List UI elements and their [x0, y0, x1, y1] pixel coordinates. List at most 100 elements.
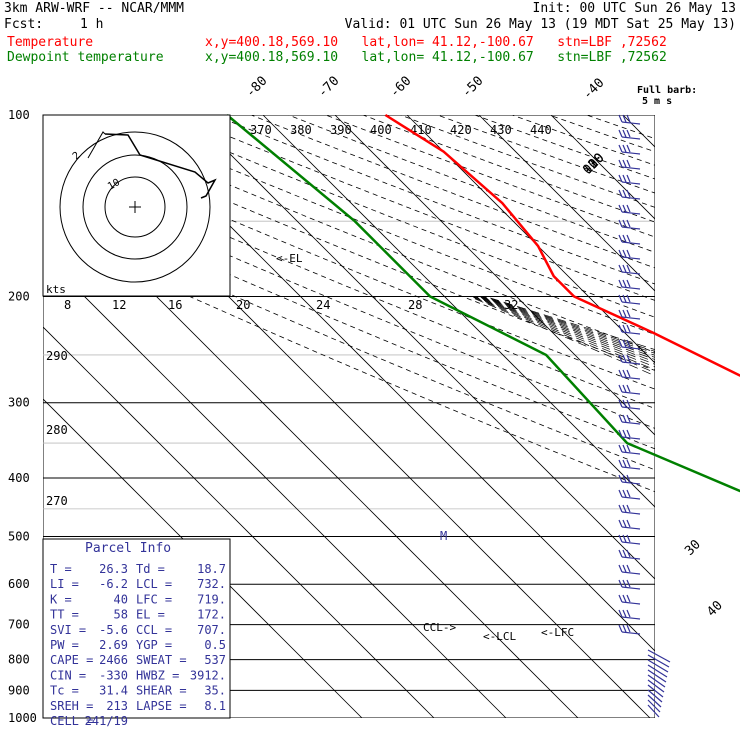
wind-barb-feather — [622, 324, 627, 333]
wind-barb — [621, 496, 641, 500]
parcel-label: CELL = — [50, 714, 93, 728]
wind-barb-feather — [618, 354, 623, 363]
wind-barbs — [618, 114, 671, 718]
wind-barb — [621, 121, 641, 125]
wind-barb-feather — [626, 534, 631, 543]
wind-barb-feather — [618, 489, 623, 498]
parcel-label: Td = — [136, 562, 165, 576]
parcel-value: -6.2 — [99, 577, 128, 591]
moist-adiabat — [483, 296, 655, 352]
wind-barb-feather — [626, 549, 631, 558]
barb-legend-units: 5 m s — [642, 96, 672, 107]
dry-adiabat — [43, 155, 655, 409]
wind-barb-low — [647, 689, 663, 703]
temperature-line — [384, 113, 740, 377]
wind-barb-feather — [626, 294, 631, 303]
parcel-value: 707. — [197, 623, 226, 637]
wind-barb-feather — [622, 384, 627, 393]
wind-barb-low — [647, 659, 669, 673]
wind-barb-feather — [618, 429, 623, 438]
parcel-value: 241/19 — [85, 714, 128, 728]
parcel-value: 719. — [197, 592, 226, 606]
wind-barb-feather — [622, 609, 627, 618]
isotherm-line — [695, 115, 740, 718]
wind-barb-feather — [618, 189, 623, 198]
wind-barb-low — [647, 679, 665, 693]
wind-barb-low — [647, 694, 662, 708]
wind-barb-feather — [626, 309, 631, 318]
dry-adiabat — [288, 115, 655, 253]
parcel-label: Tc = — [50, 684, 79, 698]
theta-label-390: 390 — [330, 123, 352, 137]
wind-barb-feather — [618, 504, 623, 513]
level-marker: <-LFC — [541, 626, 574, 639]
wind-barb-feather — [618, 534, 623, 543]
parcel-label: LCL = — [136, 577, 172, 591]
wind-barb-feather — [626, 474, 631, 483]
parcel-value: 172. — [197, 608, 226, 622]
wind-barb-feather — [622, 459, 627, 468]
wind-barb-feather — [626, 399, 631, 408]
parcel-label: CCL = — [136, 623, 172, 637]
wind-barb-feather — [626, 594, 631, 603]
moist-adiabat — [476, 296, 655, 363]
wind-barb-feather — [626, 489, 631, 498]
parcel-label: TT = — [50, 608, 79, 622]
wind-barb-feather — [622, 174, 627, 183]
hodograph-label: 2 — [71, 150, 83, 162]
wind-barb-low — [647, 699, 661, 713]
parcel-value: 213 — [106, 699, 128, 713]
wind-barb-feather — [618, 459, 623, 468]
theta-label-280: 280 — [46, 423, 68, 437]
wind-barb-feather — [622, 279, 627, 288]
isotherm-label: -50 — [459, 74, 486, 101]
theta-label-400: 400 — [370, 123, 392, 137]
parcel-value: 35. — [204, 684, 226, 698]
parcel-value: 58 — [114, 608, 128, 622]
wind-barb-feather — [622, 624, 627, 633]
wind-barb-feather — [618, 309, 623, 318]
model-title: 3km ARW-WRF -- NCAR/MMM — [4, 1, 185, 16]
wind-barb-feather — [622, 519, 627, 528]
parcel-label: YGP = — [136, 638, 172, 652]
wind-barb-feather — [618, 579, 623, 588]
parcel-label: PW = — [50, 638, 79, 652]
wind-barb — [621, 451, 641, 455]
wind-barb-feather — [618, 519, 623, 528]
wind-barb — [621, 616, 641, 620]
moist-adiabat — [482, 296, 655, 354]
wind-barb-feather — [622, 429, 627, 438]
hodograph-speed-20: 20 — [236, 298, 250, 312]
dry-adiabat — [325, 115, 655, 238]
wind-barb-feather — [618, 249, 623, 258]
wind-barb — [621, 316, 641, 320]
hodograph-speed-32: 32 — [504, 298, 518, 312]
wind-barb — [621, 136, 641, 140]
forecast-label: Fcst: — [4, 17, 44, 32]
pressure-label-200: 200 — [8, 290, 30, 304]
pressure-label-300: 300 — [8, 396, 30, 410]
pressure-label-100: 100 — [8, 108, 30, 122]
wind-barb-feather — [622, 189, 627, 198]
wind-barb-feather — [618, 204, 623, 213]
wind-barb-feather — [626, 204, 631, 213]
temperature-location: x,y=400.18,569.10 lat,lon= 41.12,-100.67… — [205, 35, 667, 50]
wind-barb — [621, 286, 641, 290]
dry-adiabat — [43, 229, 655, 493]
barb-legend-title: Full barb: — [637, 85, 697, 96]
wind-barb-feather — [618, 624, 623, 633]
parcel-value: 2.69 — [99, 638, 128, 652]
isotherm-label: 30 — [682, 537, 704, 559]
wind-barb-feather — [618, 399, 623, 408]
moist-adiabat — [479, 296, 655, 358]
wind-barb-feather — [626, 189, 631, 198]
wind-barb-feather — [618, 384, 623, 393]
pressure-label-600: 600 — [8, 577, 30, 591]
wind-barb — [621, 241, 641, 245]
wind-barb — [621, 421, 641, 425]
dry-adiabat — [176, 115, 655, 301]
wind-barb-feather — [626, 114, 631, 123]
theta-label-420: 420 — [450, 123, 472, 137]
wind-barb-feather — [618, 114, 623, 123]
dry-adiabat — [549, 115, 655, 153]
